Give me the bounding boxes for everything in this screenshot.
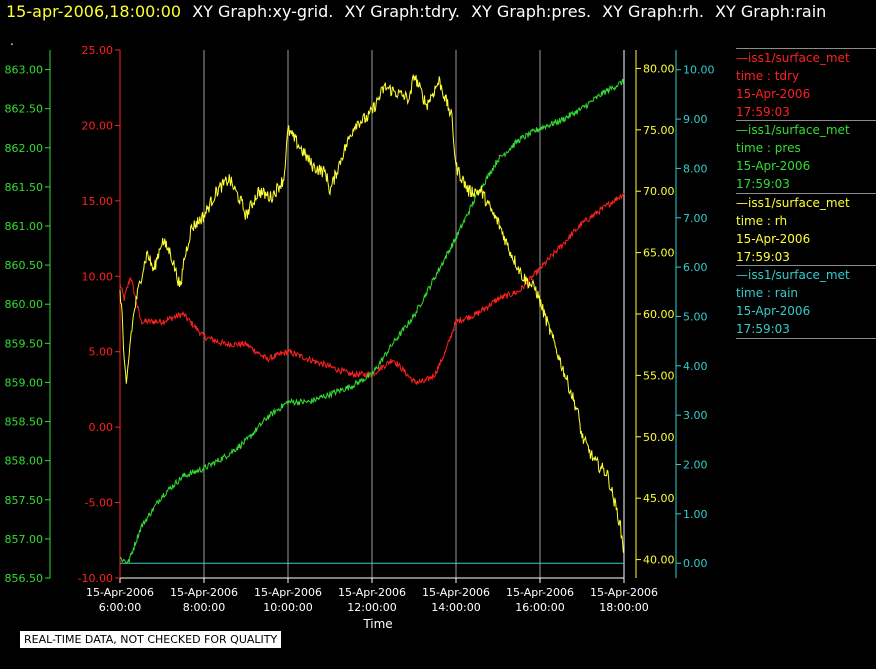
legend-date: 15-Apr-2006: [736, 159, 811, 173]
legend-time: 17:59:03: [736, 105, 790, 119]
x-tick-time-1: 8:00:00: [183, 601, 225, 614]
legend-source: —iss1/surface_met: [736, 196, 850, 210]
pres-tick-label-12: 862.50: [5, 103, 44, 116]
rh-tick-label-6: 70.00: [643, 185, 675, 198]
header-graph-rh: XY Graph:rh.: [602, 2, 704, 21]
legend-source: —iss1/surface_met: [736, 268, 850, 282]
header-timestamp: 15-apr-2006,18:00:00: [6, 2, 182, 21]
legend-time: 17:59:03: [736, 322, 790, 336]
x-tick-date-6: 15-Apr-2006: [590, 586, 658, 599]
rain-tick-label-10: 10.00: [683, 64, 715, 77]
pres-tick-label-13: 863.00: [5, 64, 44, 77]
header-dot: .: [10, 34, 14, 48]
rain-tick-label-2: 2.00: [683, 459, 708, 472]
x-tick-date-1: 15-Apr-2006: [170, 586, 238, 599]
pres-tick-label-6: 859.50: [5, 337, 44, 350]
pres-tick-label-1: 857.00: [5, 533, 44, 546]
rh-tick-label-4: 60.00: [643, 308, 675, 321]
series-line-pres: [119, 78, 625, 564]
pres-tick-label-9: 861.00: [5, 220, 44, 233]
header-graph-xy-grid: XY Graph:xy-grid.: [192, 2, 334, 21]
x-tick-date-5: 15-Apr-2006: [506, 586, 574, 599]
x-tick-date-3: 15-Apr-2006: [338, 586, 406, 599]
pres-tick-label-2: 857.50: [5, 494, 44, 507]
legend-rule: [736, 338, 876, 339]
legend-time: 17:59:03: [736, 177, 790, 191]
legend-rule: [736, 48, 876, 49]
pres-tick-label-5: 859.00: [5, 376, 44, 389]
rh-tick-label-5: 65.00: [643, 247, 675, 260]
x-tick-date-2: 15-Apr-2006: [254, 586, 322, 599]
legend-rule: [736, 265, 876, 266]
x-axis-title: Time: [363, 617, 393, 631]
x-tick-time-0: 6:00:00: [99, 601, 141, 614]
tdry-tick-label-7: 25.00: [82, 44, 114, 57]
pres-tick-label-8: 860.50: [5, 259, 44, 272]
rain-tick-label-0: 0.00: [683, 557, 708, 570]
x-tick-time-2: 10:00:00: [263, 601, 312, 614]
series-line-rh: [119, 74, 625, 554]
rh-tick-label-1: 45.00: [643, 492, 675, 505]
pres-tick-label-7: 860.00: [5, 298, 44, 311]
tdry-tick-label-0: -10.00: [78, 572, 113, 585]
header-graph-pres: XY Graph:pres.: [471, 2, 592, 21]
x-tick-time-5: 16:00:00: [515, 601, 564, 614]
tdry-tick-label-1: -5.00: [85, 497, 113, 510]
rain-tick-label-8: 8.00: [683, 162, 708, 175]
quality-note: REAL-TIME DATA, NOT CHECKED FOR QUALITY: [20, 631, 282, 648]
tdry-tick-label-5: 15.00: [82, 195, 114, 208]
legend-var: time : rh: [736, 214, 788, 228]
rain-tick-label-7: 7.00: [683, 212, 708, 225]
legend-var: time : pres: [736, 141, 801, 155]
pres-tick-label-0: 856.50: [5, 572, 44, 585]
rain-tick-label-6: 6.00: [683, 261, 708, 274]
tdry-tick-label-3: 5.00: [89, 346, 114, 359]
chart-header: 15-apr-2006,18:00:00 XY Graph:xy-grid. X…: [6, 2, 826, 26]
x-tick-time-4: 14:00:00: [431, 601, 480, 614]
tdry-tick-label-2: 0.00: [89, 421, 114, 434]
rh-tick-label-3: 55.00: [643, 369, 675, 382]
legend-rule: [736, 193, 876, 194]
legend-rule: [736, 120, 876, 121]
x-tick-time-3: 12:00:00: [347, 601, 396, 614]
legend-date: 15-Apr-2006: [736, 304, 811, 318]
pres-tick-label-3: 858.00: [5, 455, 44, 468]
tdry-tick-label-4: 10.00: [82, 270, 114, 283]
rain-tick-label-9: 9.00: [683, 113, 708, 126]
legend-source: —iss1/surface_met: [736, 123, 850, 137]
rain-tick-label-4: 4.00: [683, 360, 708, 373]
pres-tick-label-4: 858.50: [5, 416, 44, 429]
x-tick-time-6: 18:00:00: [599, 601, 648, 614]
legend-var: time : rain: [736, 286, 799, 300]
legend-source: —iss1/surface_met: [736, 51, 850, 65]
rain-tick-label-1: 1.00: [683, 508, 708, 521]
header-graph-rain: XY Graph:rain: [715, 2, 827, 21]
pres-tick-label-11: 862.00: [5, 142, 44, 155]
x-tick-date-0: 15-Apr-2006: [86, 586, 154, 599]
x-tick-date-4: 15-Apr-2006: [422, 586, 490, 599]
rh-tick-label-0: 40.00: [643, 554, 675, 567]
rh-tick-label-2: 50.00: [643, 431, 675, 444]
tdry-tick-label-6: 20.00: [82, 119, 114, 132]
rain-tick-label-3: 3.00: [683, 409, 708, 422]
legend-date: 15-Apr-2006: [736, 87, 811, 101]
pres-tick-label-10: 861.50: [5, 181, 44, 194]
legend-var: time : tdry: [736, 69, 800, 83]
legend-date: 15-Apr-2006: [736, 232, 811, 246]
rh-tick-label-7: 75.00: [643, 124, 675, 137]
legend-bottom-rule: [736, 338, 876, 339]
rain-tick-label-5: 5.00: [683, 310, 708, 323]
legend-time: 17:59:03: [736, 250, 790, 264]
rh-tick-label-8: 80.00: [643, 62, 675, 75]
header-graph-tdry: XY Graph:tdry.: [344, 2, 460, 21]
